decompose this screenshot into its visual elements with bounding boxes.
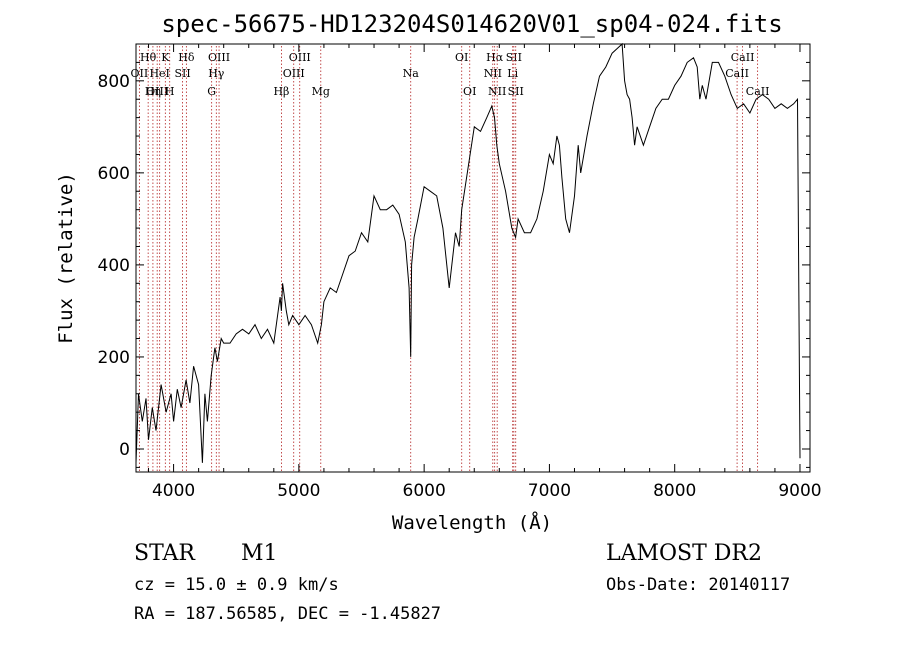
object-subclass: M1 bbox=[241, 541, 278, 566]
y-tick-label: 800 bbox=[98, 72, 130, 92]
line-marker-label: Na bbox=[403, 67, 420, 80]
line-marker-label: Hγ bbox=[208, 67, 225, 80]
line-marker-label: Hβ bbox=[273, 85, 289, 98]
line-marker-label: CaII bbox=[725, 67, 749, 80]
obs-date: Obs-Date: 20140117 bbox=[606, 575, 790, 595]
line-marker-label: OII bbox=[131, 67, 149, 80]
line-marker-label: OIII bbox=[208, 51, 230, 64]
x-tick-label: 5000 bbox=[277, 481, 320, 501]
line-marker-label: NII bbox=[488, 85, 506, 98]
y-tick-label: 400 bbox=[98, 256, 130, 276]
redshift-readout: cz = 15.0 ± 0.9 km/s bbox=[134, 575, 339, 595]
y-tick-label: 200 bbox=[98, 348, 130, 368]
object-class: STAR bbox=[134, 541, 196, 566]
line-marker-label: OIII bbox=[283, 67, 305, 80]
x-tick-label: 9000 bbox=[778, 481, 821, 501]
line-marker-label: Mg bbox=[312, 85, 330, 98]
line-marker-label: NII bbox=[484, 67, 502, 80]
line-marker-label: Hδ bbox=[178, 51, 195, 64]
line-marker-label: Li bbox=[507, 67, 518, 80]
x-tick-label: 4000 bbox=[152, 481, 195, 501]
y-axis-label: Flux (relative) bbox=[55, 172, 77, 344]
x-tick-label: 8000 bbox=[653, 481, 696, 501]
line-marker-label: OI bbox=[455, 51, 468, 64]
survey-name: LAMOST DR2 bbox=[606, 541, 762, 566]
y-tick-label: 600 bbox=[98, 164, 130, 184]
line-marker-label: CaII bbox=[746, 85, 770, 98]
line-marker-label: HeI bbox=[149, 67, 169, 80]
line-marker-label: Hη bbox=[145, 85, 161, 98]
line-marker-label: K bbox=[161, 51, 170, 64]
x-axis-ticks: 4000 5000 6000 7000 8000 9000 bbox=[148, 44, 822, 501]
y-tick-label: 0 bbox=[119, 440, 130, 460]
line-marker-label: Hα bbox=[486, 51, 504, 64]
line-marker-label: SII bbox=[506, 51, 522, 64]
line-marker-label: Hθ bbox=[140, 51, 157, 64]
line-marker-label: OIII bbox=[289, 51, 311, 64]
coordinates-readout: RA = 187.56585, DEC = -1.45827 bbox=[134, 604, 441, 624]
x-axis-label: Wavelength (Å) bbox=[392, 511, 552, 534]
line-marker-label: OIII bbox=[146, 85, 168, 98]
line-marker-label: SII bbox=[174, 67, 190, 80]
line-marker-label: G bbox=[207, 85, 216, 98]
chart-title: spec-56675-HD123204S014620V01_sp04-024.f… bbox=[161, 10, 782, 38]
line-marker-label: OI bbox=[463, 85, 476, 98]
y-axis-ticks: 0 200 400 600 800 bbox=[98, 43, 810, 468]
line-marker-label: H bbox=[165, 85, 175, 98]
x-tick-label: 6000 bbox=[403, 481, 446, 501]
spectrum-line bbox=[135, 42, 801, 463]
x-tick-label: 7000 bbox=[528, 481, 571, 501]
line-marker-label: SII bbox=[508, 85, 524, 98]
plot-frame bbox=[135, 43, 811, 473]
line-marker-label: CaII bbox=[731, 51, 755, 64]
emission-line-markers: Hθ OII OIII K HeI Hη SII H Hδ OIII Hγ G Hβ OIII OIII Mg… bbox=[131, 46, 770, 472]
spectrum-series bbox=[135, 42, 801, 463]
